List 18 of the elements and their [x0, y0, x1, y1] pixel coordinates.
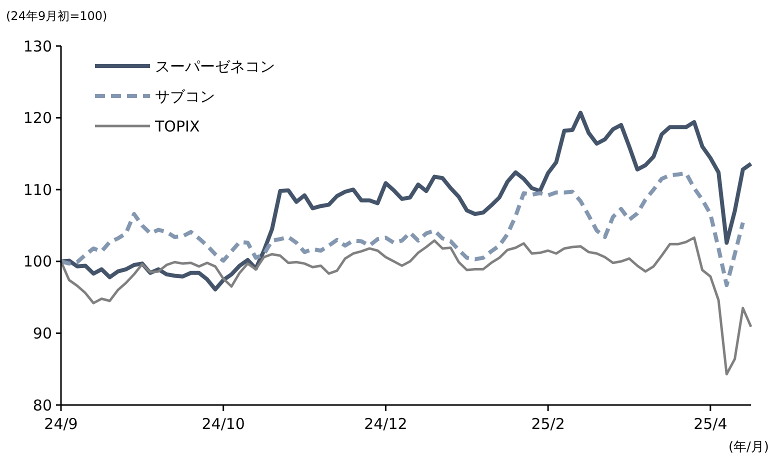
x-tick-label: 24/12 — [364, 415, 408, 433]
line-series — [60, 236, 752, 376]
y-tick-label: 100 — [23, 252, 52, 271]
x-tick-label: 25/4 — [694, 415, 728, 433]
y-axis-title: (24年9月初=100) — [6, 9, 108, 23]
legend-label: サブコン — [155, 87, 215, 106]
x-tick-label: 24/9 — [44, 415, 78, 433]
y-tick-label: 130 — [23, 37, 52, 56]
y-tick-label: 90 — [32, 324, 52, 342]
line-series — [59, 171, 745, 288]
x-axis-title: (年/月) — [728, 440, 769, 455]
legend-label: スーパーゼネコン — [155, 57, 275, 76]
y-tick-label: 80 — [32, 396, 52, 414]
y-tick-label: 110 — [23, 180, 52, 199]
x-tick-label: 25/2 — [531, 415, 565, 433]
y-tick-label: 120 — [23, 109, 52, 128]
x-tick-label: 24/10 — [202, 415, 245, 433]
legend-label: TOPIX — [154, 117, 200, 136]
